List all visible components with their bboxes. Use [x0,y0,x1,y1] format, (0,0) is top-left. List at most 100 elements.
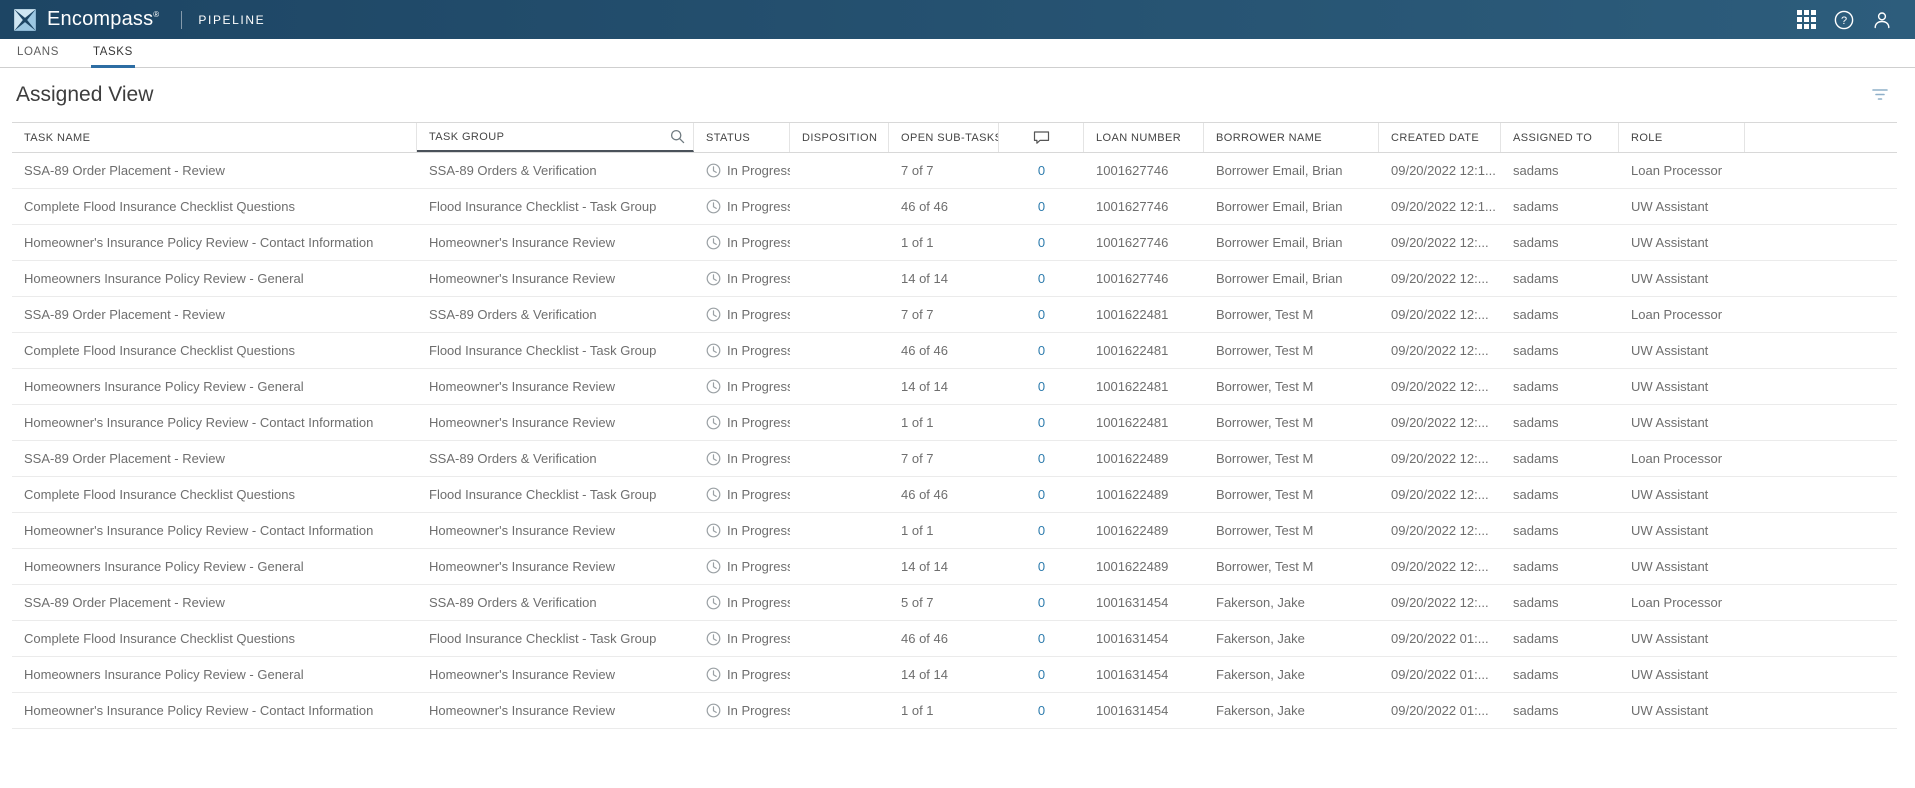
comments-cell: 0 [999,631,1084,646]
column-header-created-date[interactable]: CREATED DATE [1379,123,1501,152]
comments-count-link[interactable]: 0 [1037,487,1046,502]
table-row[interactable]: Homeowners Insurance Policy Review - Gen… [12,549,1897,585]
task-group-cell: Homeowner's Insurance Review [429,415,616,430]
column-header-assigned-to[interactable]: ASSIGNED TO [1501,123,1619,152]
created-date-cell: 09/20/2022 12:... [1391,379,1489,394]
comments-cell: 0 [999,379,1084,394]
user-icon[interactable] [1863,0,1901,39]
table-row[interactable]: Homeowners Insurance Policy Review - Gen… [12,657,1897,693]
open-sub-tasks-cell: 7 of 7 [901,307,934,322]
page-header: Assigned View [0,68,1915,122]
open-sub-tasks-cell: 1 of 1 [901,415,934,430]
role-cell: UW Assistant [1631,523,1709,538]
comments-count-link[interactable]: 0 [1037,415,1046,430]
task-name-cell: Homeowners Insurance Policy Review - Gen… [24,379,304,394]
task-name-cell: SSA-89 Order Placement - Review [24,163,225,178]
task-name-cell: SSA-89 Order Placement - Review [24,307,225,322]
table-row[interactable]: Complete Flood Insurance Checklist Quest… [12,189,1897,225]
column-header-task-group[interactable]: TASK GROUP [417,123,694,152]
comments-count-link[interactable]: 0 [1037,451,1046,466]
table-row[interactable]: Complete Flood Insurance Checklist Quest… [12,333,1897,369]
comments-cell: 0 [999,595,1084,610]
table-row[interactable]: SSA-89 Order Placement - Review SSA-89 O… [12,441,1897,477]
comments-count-link[interactable]: 0 [1037,595,1046,610]
created-date-cell: 09/20/2022 12:... [1391,595,1489,610]
status-cell: In Progress [694,163,790,178]
table-row[interactable]: Homeowner's Insurance Policy Review - Co… [12,693,1897,729]
column-header-disposition[interactable]: DISPOSITION [790,123,889,152]
assigned-to-cell: sadams [1513,667,1559,682]
column-header-loan-number[interactable]: LOAN NUMBER [1084,123,1204,152]
status-cell: In Progress [694,451,790,466]
comments-count-link[interactable]: 0 [1037,307,1046,322]
loan-number-cell: 1001622481 [1096,415,1169,430]
assigned-to-cell: sadams [1513,307,1559,322]
loan-number-cell: 1001622481 [1096,379,1169,394]
created-date-cell: 09/20/2022 12:... [1391,523,1489,538]
comments-count-link[interactable]: 0 [1037,379,1046,394]
column-header-status[interactable]: STATUS [694,123,790,152]
column-header-comments[interactable] [999,123,1084,152]
role-cell: Loan Processor [1631,163,1723,178]
role-cell: UW Assistant [1631,631,1709,646]
table-row[interactable]: Homeowners Insurance Policy Review - Gen… [12,261,1897,297]
table-body: SSA-89 Order Placement - Review SSA-89 O… [12,153,1897,729]
assigned-to-cell: sadams [1513,595,1559,610]
table-row[interactable]: Complete Flood Insurance Checklist Quest… [12,621,1897,657]
comments-count-link[interactable]: 0 [1037,271,1046,286]
role-cell: UW Assistant [1631,415,1709,430]
table-row[interactable]: Homeowner's Insurance Policy Review - Co… [12,513,1897,549]
borrower-name-cell: Borrower, Test M [1216,415,1314,430]
help-icon[interactable]: ? [1825,0,1863,39]
task-name-cell: SSA-89 Order Placement - Review [24,595,225,610]
comments-count-link[interactable]: 0 [1037,559,1046,574]
created-date-cell: 09/20/2022 12:... [1391,235,1489,250]
table-row[interactable]: SSA-89 Order Placement - Review SSA-89 O… [12,153,1897,189]
column-header-open-sub-tasks[interactable]: OPEN SUB-TASKS [889,123,999,152]
comments-count-link[interactable]: 0 [1037,631,1046,646]
search-icon[interactable] [670,129,685,144]
column-header-role[interactable]: ROLE [1619,123,1745,152]
app-launcher-grid-icon[interactable] [1787,0,1825,39]
assigned-to-cell: sadams [1513,379,1559,394]
assigned-to-cell: sadams [1513,235,1559,250]
comments-count-link[interactable]: 0 [1037,667,1046,682]
status-cell: In Progress [694,307,790,322]
loan-number-cell: 1001622489 [1096,487,1169,502]
open-sub-tasks-cell: 5 of 7 [901,595,934,610]
open-sub-tasks-cell: 14 of 14 [901,559,948,574]
comments-count-link[interactable]: 0 [1037,199,1046,214]
comments-count-link[interactable]: 0 [1037,703,1046,718]
task-group-cell: Flood Insurance Checklist - Task Group [429,487,657,502]
tab-tasks[interactable]: TASKS [91,46,135,68]
column-header-task-name[interactable]: TASK NAME [12,123,417,152]
table-row[interactable]: Homeowner's Insurance Policy Review - Co… [12,405,1897,441]
comments-count-link[interactable]: 0 [1037,343,1046,358]
task-group-cell: SSA-89 Orders & Verification [429,307,597,322]
role-cell: UW Assistant [1631,343,1709,358]
table-row[interactable]: Homeowner's Insurance Policy Review - Co… [12,225,1897,261]
comments-count-link[interactable]: 0 [1037,523,1046,538]
status-cell: In Progress [694,415,790,430]
task-name-cell: Homeowners Insurance Policy Review - Gen… [24,271,304,286]
page-title: Assigned View [16,83,154,106]
column-header-borrower-name[interactable]: BORROWER NAME [1204,123,1379,152]
status-cell: In Progress [694,631,790,646]
comments-count-link[interactable]: 0 [1037,235,1046,250]
borrower-name-cell: Borrower, Test M [1216,523,1314,538]
filter-icon[interactable] [1867,82,1893,108]
tab-loans[interactable]: LOANS [17,46,59,58]
table-row[interactable]: SSA-89 Order Placement - Review SSA-89 O… [12,297,1897,333]
comments-count-link[interactable]: 0 [1037,163,1046,178]
open-sub-tasks-cell: 7 of 7 [901,163,934,178]
clock-icon [706,379,721,394]
assigned-to-cell: sadams [1513,199,1559,214]
table-row[interactable]: Homeowners Insurance Policy Review - Gen… [12,369,1897,405]
role-cell: Loan Processor [1631,307,1723,322]
status-cell: In Progress [694,199,790,214]
table-row[interactable]: SSA-89 Order Placement - Review SSA-89 O… [12,585,1897,621]
open-sub-tasks-cell: 14 of 14 [901,667,948,682]
table-row[interactable]: Complete Flood Insurance Checklist Quest… [12,477,1897,513]
open-sub-tasks-cell: 46 of 46 [901,343,948,358]
assigned-to-cell: sadams [1513,415,1559,430]
